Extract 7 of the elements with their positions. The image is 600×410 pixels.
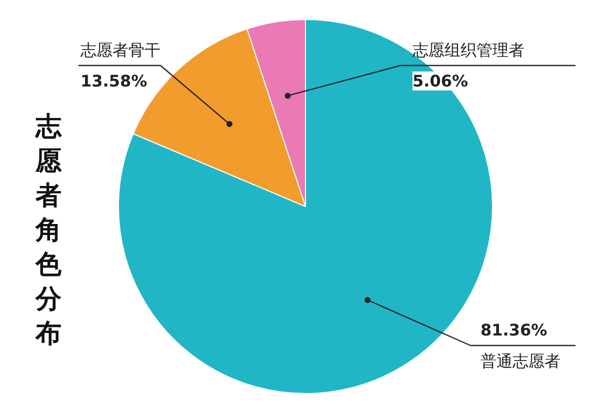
data-label: 5.06%	[412, 72, 468, 90]
slice-label: 志愿组织管理者	[412, 40, 524, 60]
data-label: 13.58%	[80, 72, 148, 90]
slice-label: 普通志愿者	[480, 352, 560, 370]
slice-label: 志愿者骨干	[80, 40, 160, 60]
text: 志愿者角色分布	[34, 112, 62, 349]
data-label: 81.36%	[480, 320, 548, 340]
